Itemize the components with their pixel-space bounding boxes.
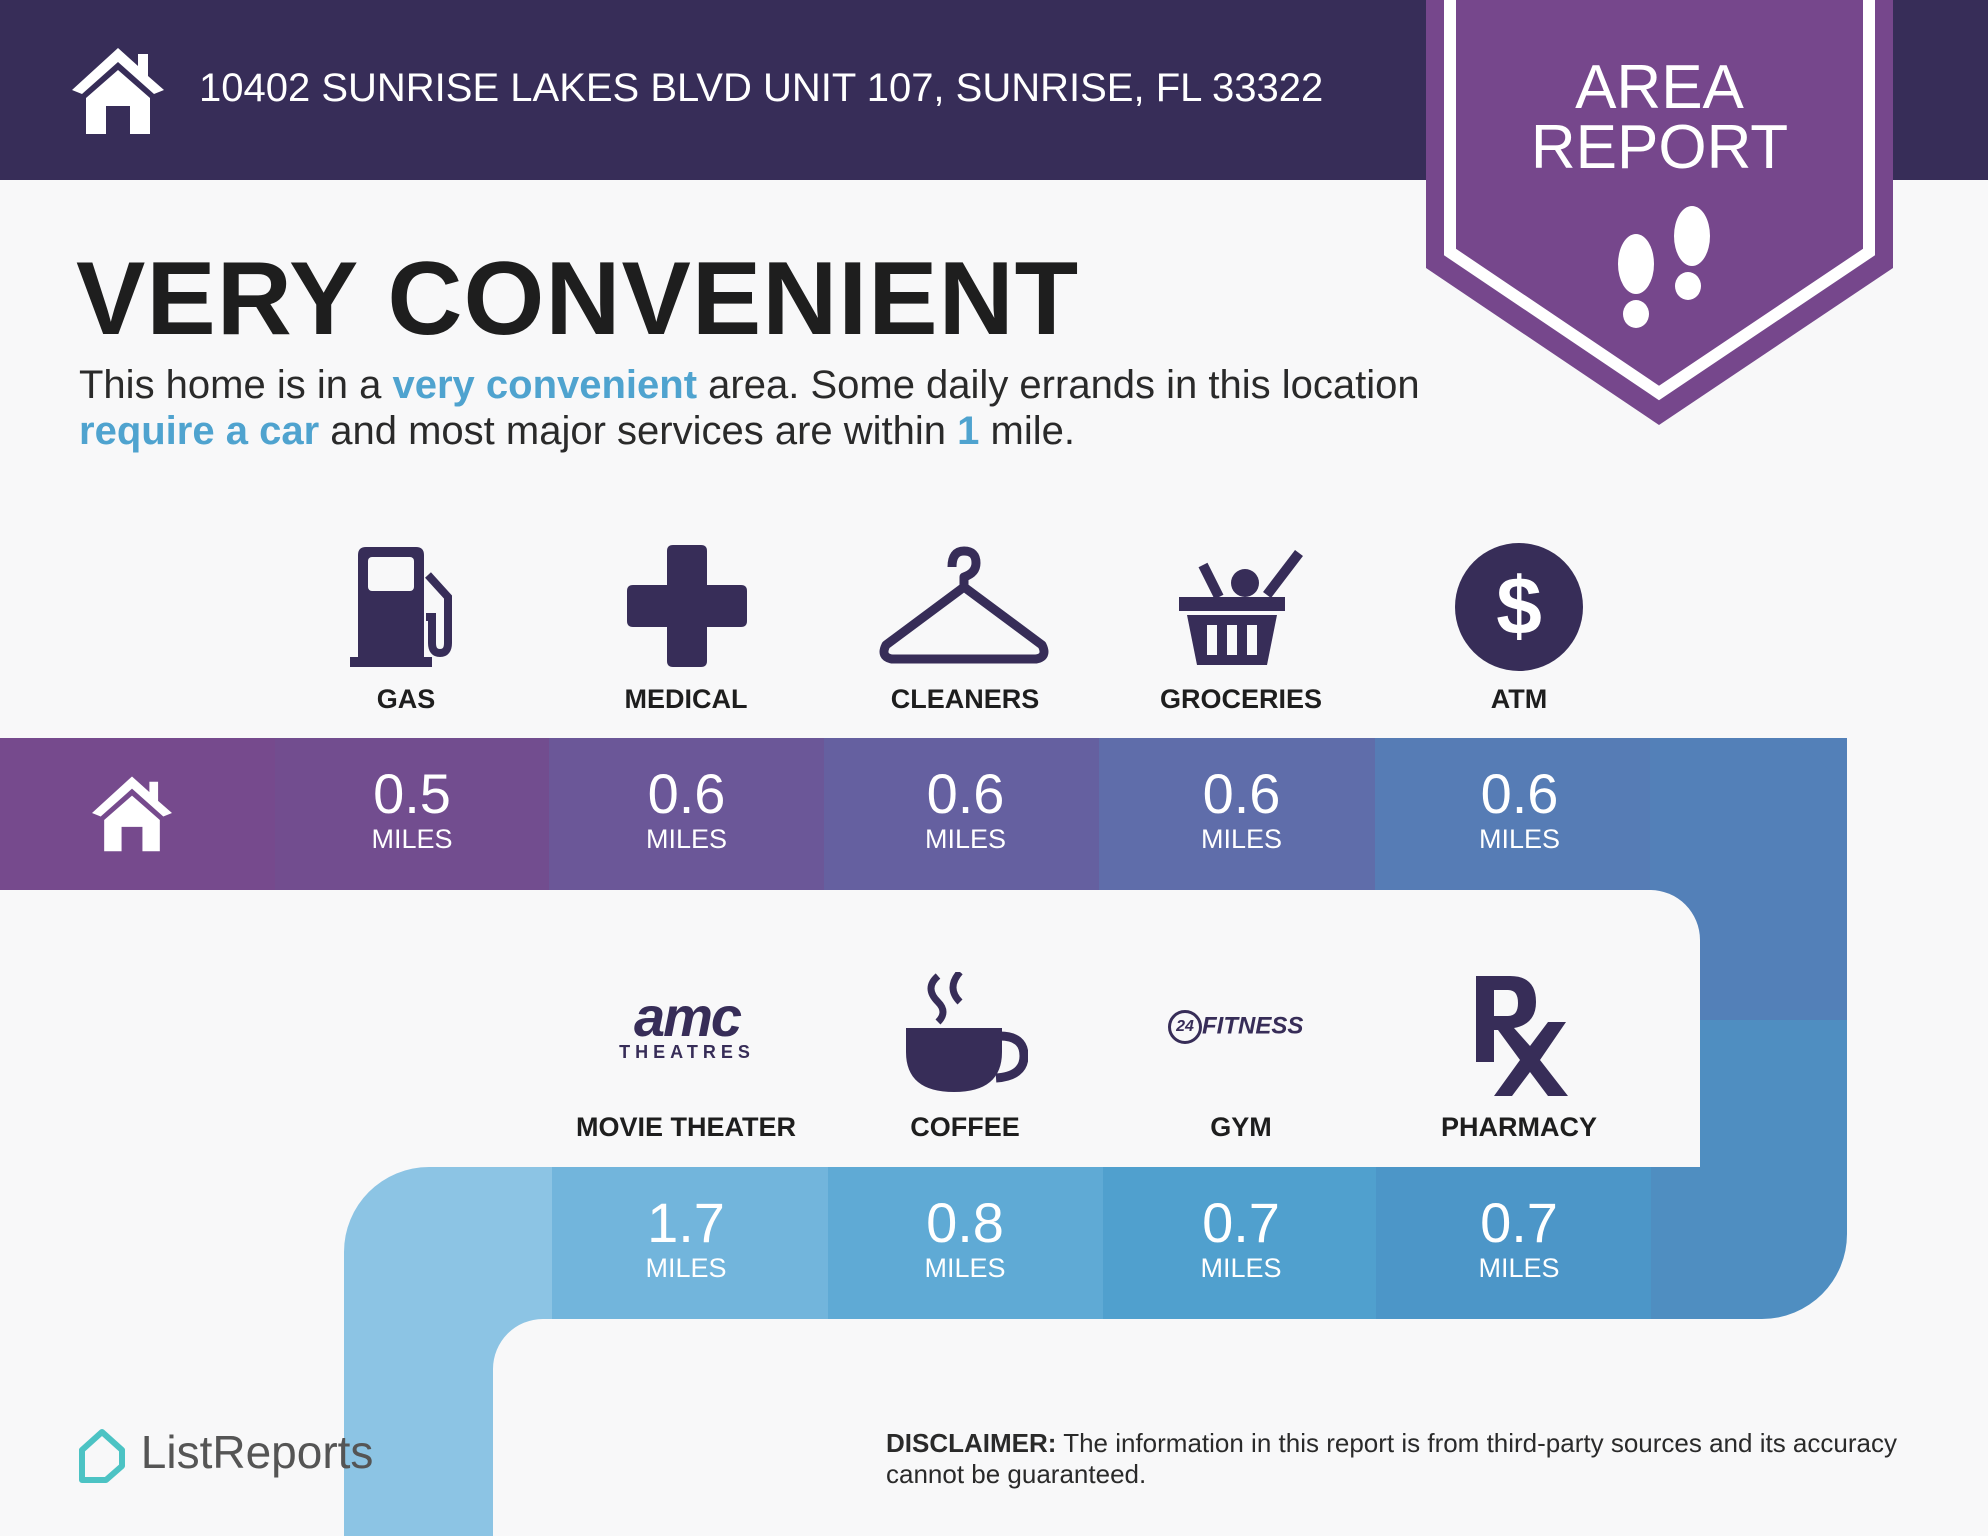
- 24-hour-fitness-logo: 24 FITNESS: [1168, 1010, 1318, 1044]
- distance-gym: 0.7 MILES: [1200, 1191, 1282, 1284]
- disclaimer: DISCLAIMER: The information in this repo…: [886, 1428, 1897, 1489]
- gas-pump-icon: [350, 547, 452, 667]
- listreports-logo: ListReports: [76, 1425, 373, 1484]
- rating-description: This home is in a very convenient area. …: [79, 363, 1420, 453]
- service-label-coffee: COFFEE: [910, 1112, 1020, 1142]
- service-label-groceries: GROCERIES: [1159, 684, 1323, 714]
- distance-coffee: 0.8 MILES: [924, 1191, 1006, 1284]
- area-report-badge: [1426, 0, 1893, 425]
- service-label-cleaners: CLEANERS: [890, 684, 1040, 714]
- service-label-pharmacy: PHARMACY: [1440, 1112, 1597, 1142]
- service-label-gas: GAS: [376, 684, 436, 714]
- service-label-movie-theater: MOVIE THEATER: [575, 1112, 796, 1142]
- convenience-rating-title: VERY CONVENIENT: [76, 241, 1080, 357]
- hanger-icon: [879, 546, 1049, 664]
- distance-gas: 0.5 MILES: [371, 762, 453, 855]
- medical-cross-icon: [627, 545, 747, 667]
- coffee-cup-icon: [906, 972, 1028, 1092]
- dollar-icon: $: [1455, 543, 1583, 671]
- distance-cleaners: 0.6 MILES: [924, 762, 1007, 855]
- distance-groceries: 0.6 MILES: [1200, 762, 1283, 855]
- service-label-atm: ATM: [1490, 684, 1548, 714]
- listreports-logo-icon: [79, 1428, 125, 1483]
- property-address: 10402 SUNRISE LAKES BLVD UNIT 107, SUNRI…: [199, 66, 1324, 110]
- amc-logo: amc THEATRES: [619, 985, 755, 1063]
- distance-medical: 0.6 MILES: [645, 762, 728, 855]
- home-icon: [92, 776, 172, 852]
- rx-icon: [1476, 976, 1568, 1096]
- distance-movie-theater: 1.7 MILES: [645, 1191, 727, 1284]
- home-icon: [72, 48, 164, 134]
- svg-text:$: $: [1496, 561, 1542, 652]
- grocery-basket-icon: [1179, 549, 1303, 665]
- footprints-icon: [1618, 206, 1710, 328]
- service-label-gym: GYM: [1210, 1112, 1272, 1142]
- distance-atm: 0.6 MILES: [1478, 762, 1561, 855]
- service-label-medical: MEDICAL: [624, 684, 748, 714]
- distance-pharmacy: 0.7 MILES: [1478, 1191, 1560, 1284]
- badge-title: AREA REPORT: [1530, 53, 1789, 182]
